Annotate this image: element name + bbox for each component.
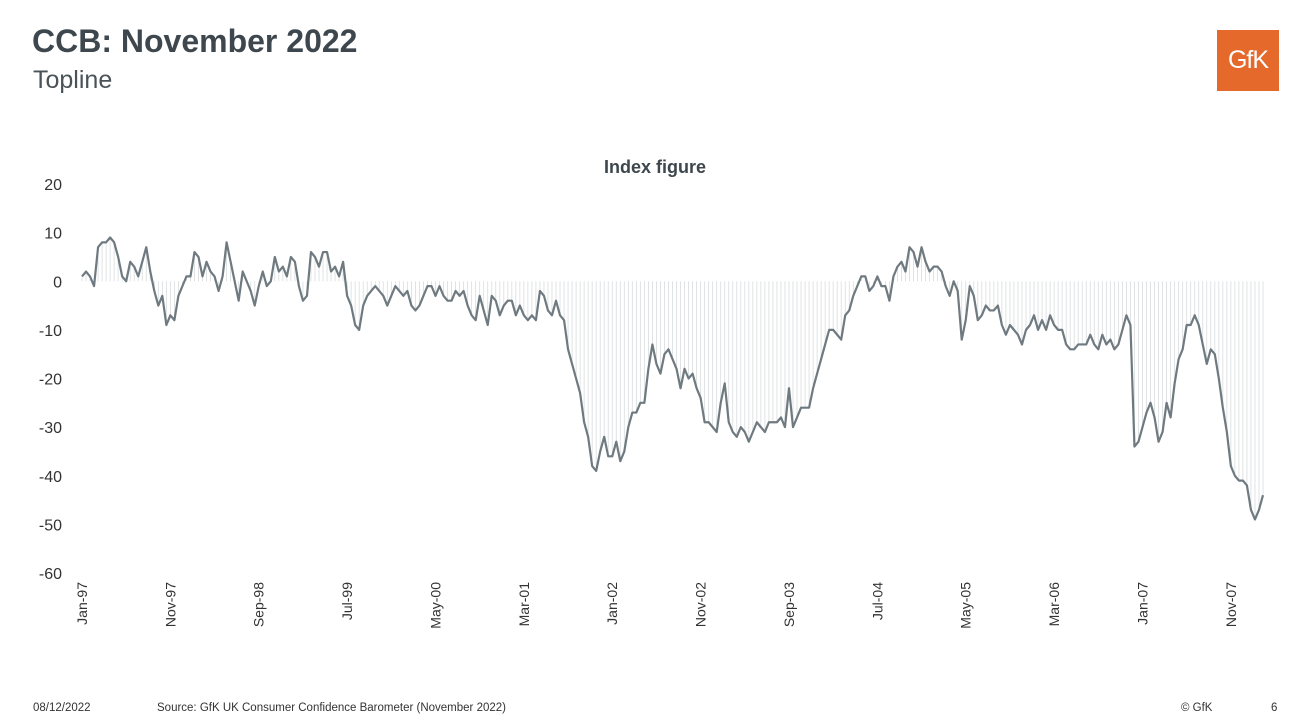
x-tick-label: Jul-99 bbox=[339, 582, 355, 620]
page-number: 6 bbox=[1271, 702, 1278, 714]
x-tick-label: Mar-06 bbox=[1046, 582, 1062, 627]
x-tick-label: Nov-02 bbox=[693, 582, 709, 627]
x-tick-label: Sep-98 bbox=[251, 582, 267, 627]
y-tick-label: -30 bbox=[39, 420, 62, 437]
x-tick-label: Jan-97 bbox=[74, 582, 90, 625]
y-tick-label: -50 bbox=[39, 517, 62, 534]
y-tick-label: -10 bbox=[39, 323, 62, 340]
y-tick-label: 20 bbox=[44, 177, 62, 194]
x-axis: Jan-97 Nov-97 Sep-98 Jul-99 May-00 Mar-01 Jan-… bbox=[74, 582, 1313, 629]
x-tick-label: Jul-04 bbox=[869, 582, 885, 620]
series-line bbox=[81, 236, 1265, 521]
y-tick-label: -60 bbox=[39, 566, 62, 583]
logo-text: GfK bbox=[1227, 46, 1269, 74]
y-tick-label: -40 bbox=[39, 469, 62, 486]
gfk-logo: GfK bbox=[1217, 30, 1279, 91]
page-subtitle: Topline bbox=[33, 66, 113, 94]
x-tick-label: Sep-03 bbox=[781, 582, 797, 627]
index-line-chart: Index figure 20 10 0 -10 -20 -30 -40 -50 -60 Jan… bbox=[39, 157, 1313, 629]
footer-copyright: © GfK bbox=[1181, 702, 1213, 714]
page-title: CCB: November 2022 bbox=[32, 23, 358, 59]
x-tick-label: May-05 bbox=[958, 582, 974, 629]
y-tick-label: -20 bbox=[39, 372, 62, 389]
footer-source: Source: GfK UK Consumer Confidence Barom… bbox=[157, 702, 506, 714]
y-axis: 20 10 0 -10 -20 -30 -40 -50 -60 bbox=[39, 177, 62, 583]
y-tick-label: 10 bbox=[44, 226, 62, 243]
x-tick-label: May-00 bbox=[427, 582, 443, 629]
x-tick-label: Nov-97 bbox=[162, 582, 178, 627]
x-tick-label: Jan-02 bbox=[604, 582, 620, 625]
x-tick-label: Nov-07 bbox=[1223, 582, 1239, 627]
x-tick-label: Mar-01 bbox=[516, 582, 532, 627]
area-fill-hairlines bbox=[81, 237, 1264, 520]
chart-title: Index figure bbox=[604, 157, 706, 177]
y-tick-label: 0 bbox=[53, 274, 62, 291]
series-line-group bbox=[81, 236, 1265, 521]
footer-date: 08/12/2022 bbox=[33, 702, 91, 714]
x-tick-label: Sep-08 bbox=[1311, 582, 1313, 627]
x-tick-label: Jan-07 bbox=[1134, 582, 1150, 625]
